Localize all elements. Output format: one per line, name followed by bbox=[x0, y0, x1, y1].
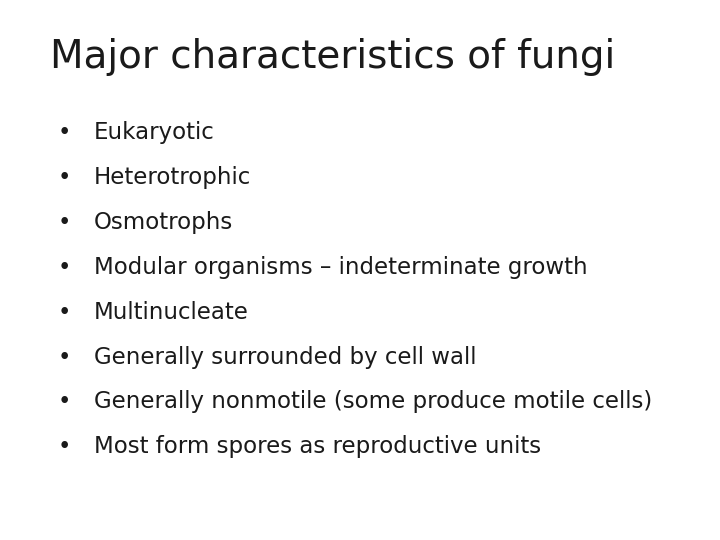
Text: •: • bbox=[58, 122, 71, 145]
Text: •: • bbox=[58, 346, 71, 369]
Text: Generally nonmotile (some produce motile cells): Generally nonmotile (some produce motile… bbox=[94, 390, 652, 414]
Text: Modular organisms – indeterminate growth: Modular organisms – indeterminate growth bbox=[94, 256, 588, 279]
Text: Osmotrophs: Osmotrophs bbox=[94, 211, 233, 234]
Text: •: • bbox=[58, 301, 71, 324]
Text: Most form spores as reproductive units: Most form spores as reproductive units bbox=[94, 435, 541, 458]
Text: Multinucleate: Multinucleate bbox=[94, 301, 248, 324]
Text: Generally surrounded by cell wall: Generally surrounded by cell wall bbox=[94, 346, 476, 369]
Text: •: • bbox=[58, 390, 71, 414]
Text: •: • bbox=[58, 256, 71, 279]
Text: Heterotrophic: Heterotrophic bbox=[94, 166, 251, 190]
Text: •: • bbox=[58, 166, 71, 190]
Text: Eukaryotic: Eukaryotic bbox=[94, 122, 215, 145]
Text: •: • bbox=[58, 435, 71, 458]
Text: •: • bbox=[58, 211, 71, 234]
Text: Major characteristics of fungi: Major characteristics of fungi bbox=[50, 38, 616, 76]
